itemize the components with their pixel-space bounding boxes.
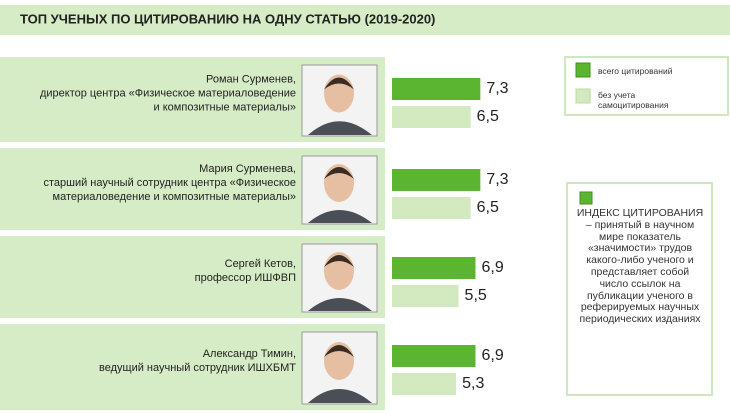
bar [392, 169, 481, 191]
bar [392, 78, 481, 100]
photo-body [308, 210, 372, 223]
person-role: ведущий научный сотрудник ИШХБМТ [99, 362, 296, 374]
person-name: Сергей Кетов, [225, 258, 296, 270]
person-name: Роман Сурменев, [206, 73, 296, 85]
bar [392, 197, 471, 219]
bar [392, 257, 476, 279]
legend-swatch [575, 88, 591, 104]
info-box [566, 182, 713, 396]
value-label: 5,3 [462, 375, 484, 392]
person-role: материаловедение и композитные материалы… [53, 191, 296, 203]
value-label: 6,9 [481, 347, 503, 364]
person-role: директор центра «Физическое материаловед… [40, 87, 296, 99]
person-role: и композитные материалы» [154, 101, 296, 113]
legend-label: всего цитирований [598, 66, 673, 76]
legend-label: без учета самоцитирования [598, 90, 669, 110]
bar [392, 285, 459, 307]
photo-hair [324, 255, 354, 267]
info-marker [579, 191, 593, 205]
legend-label-box: без учета самоцитирования [598, 90, 669, 110]
info-text-box: ИНДЕКС ЦИТИРОВАНИЯ – принятый в научном … [576, 208, 704, 326]
photo-hair [324, 167, 354, 179]
bar [392, 345, 476, 367]
photo-hair [324, 77, 354, 90]
title-band [0, 5, 730, 35]
value-label: 6,9 [481, 259, 503, 276]
bar [392, 106, 471, 128]
person-name: Мария Сурменева, [199, 163, 296, 175]
person-role: профессор ИШФВП [195, 272, 296, 284]
person-name: Александр Тимин, [203, 348, 296, 360]
legend-swatch [575, 62, 591, 78]
person-role: старший научный сотрудник центра «Физиче… [43, 177, 296, 189]
photo-body [308, 389, 372, 403]
legend-label-box: всего цитирований [598, 66, 673, 76]
value-label: 7,3 [486, 171, 508, 188]
value-label: 6,5 [477, 108, 499, 125]
value-label: 6,5 [477, 199, 499, 216]
legend-box [564, 56, 729, 116]
photo-body [308, 121, 372, 135]
info-text: ИНДЕКС ЦИТИРОВАНИЯ – принятый в научном … [576, 208, 704, 326]
photo-hair [324, 345, 354, 357]
bar [392, 373, 457, 395]
value-label: 5,5 [465, 287, 487, 304]
value-label: 7,3 [486, 80, 508, 97]
chart-title: ТОП УЧЕНЫХ ПО ЦИТИРОВАНИЮ НА ОДНУ СТАТЬЮ… [20, 11, 435, 26]
photo-body [308, 298, 372, 311]
